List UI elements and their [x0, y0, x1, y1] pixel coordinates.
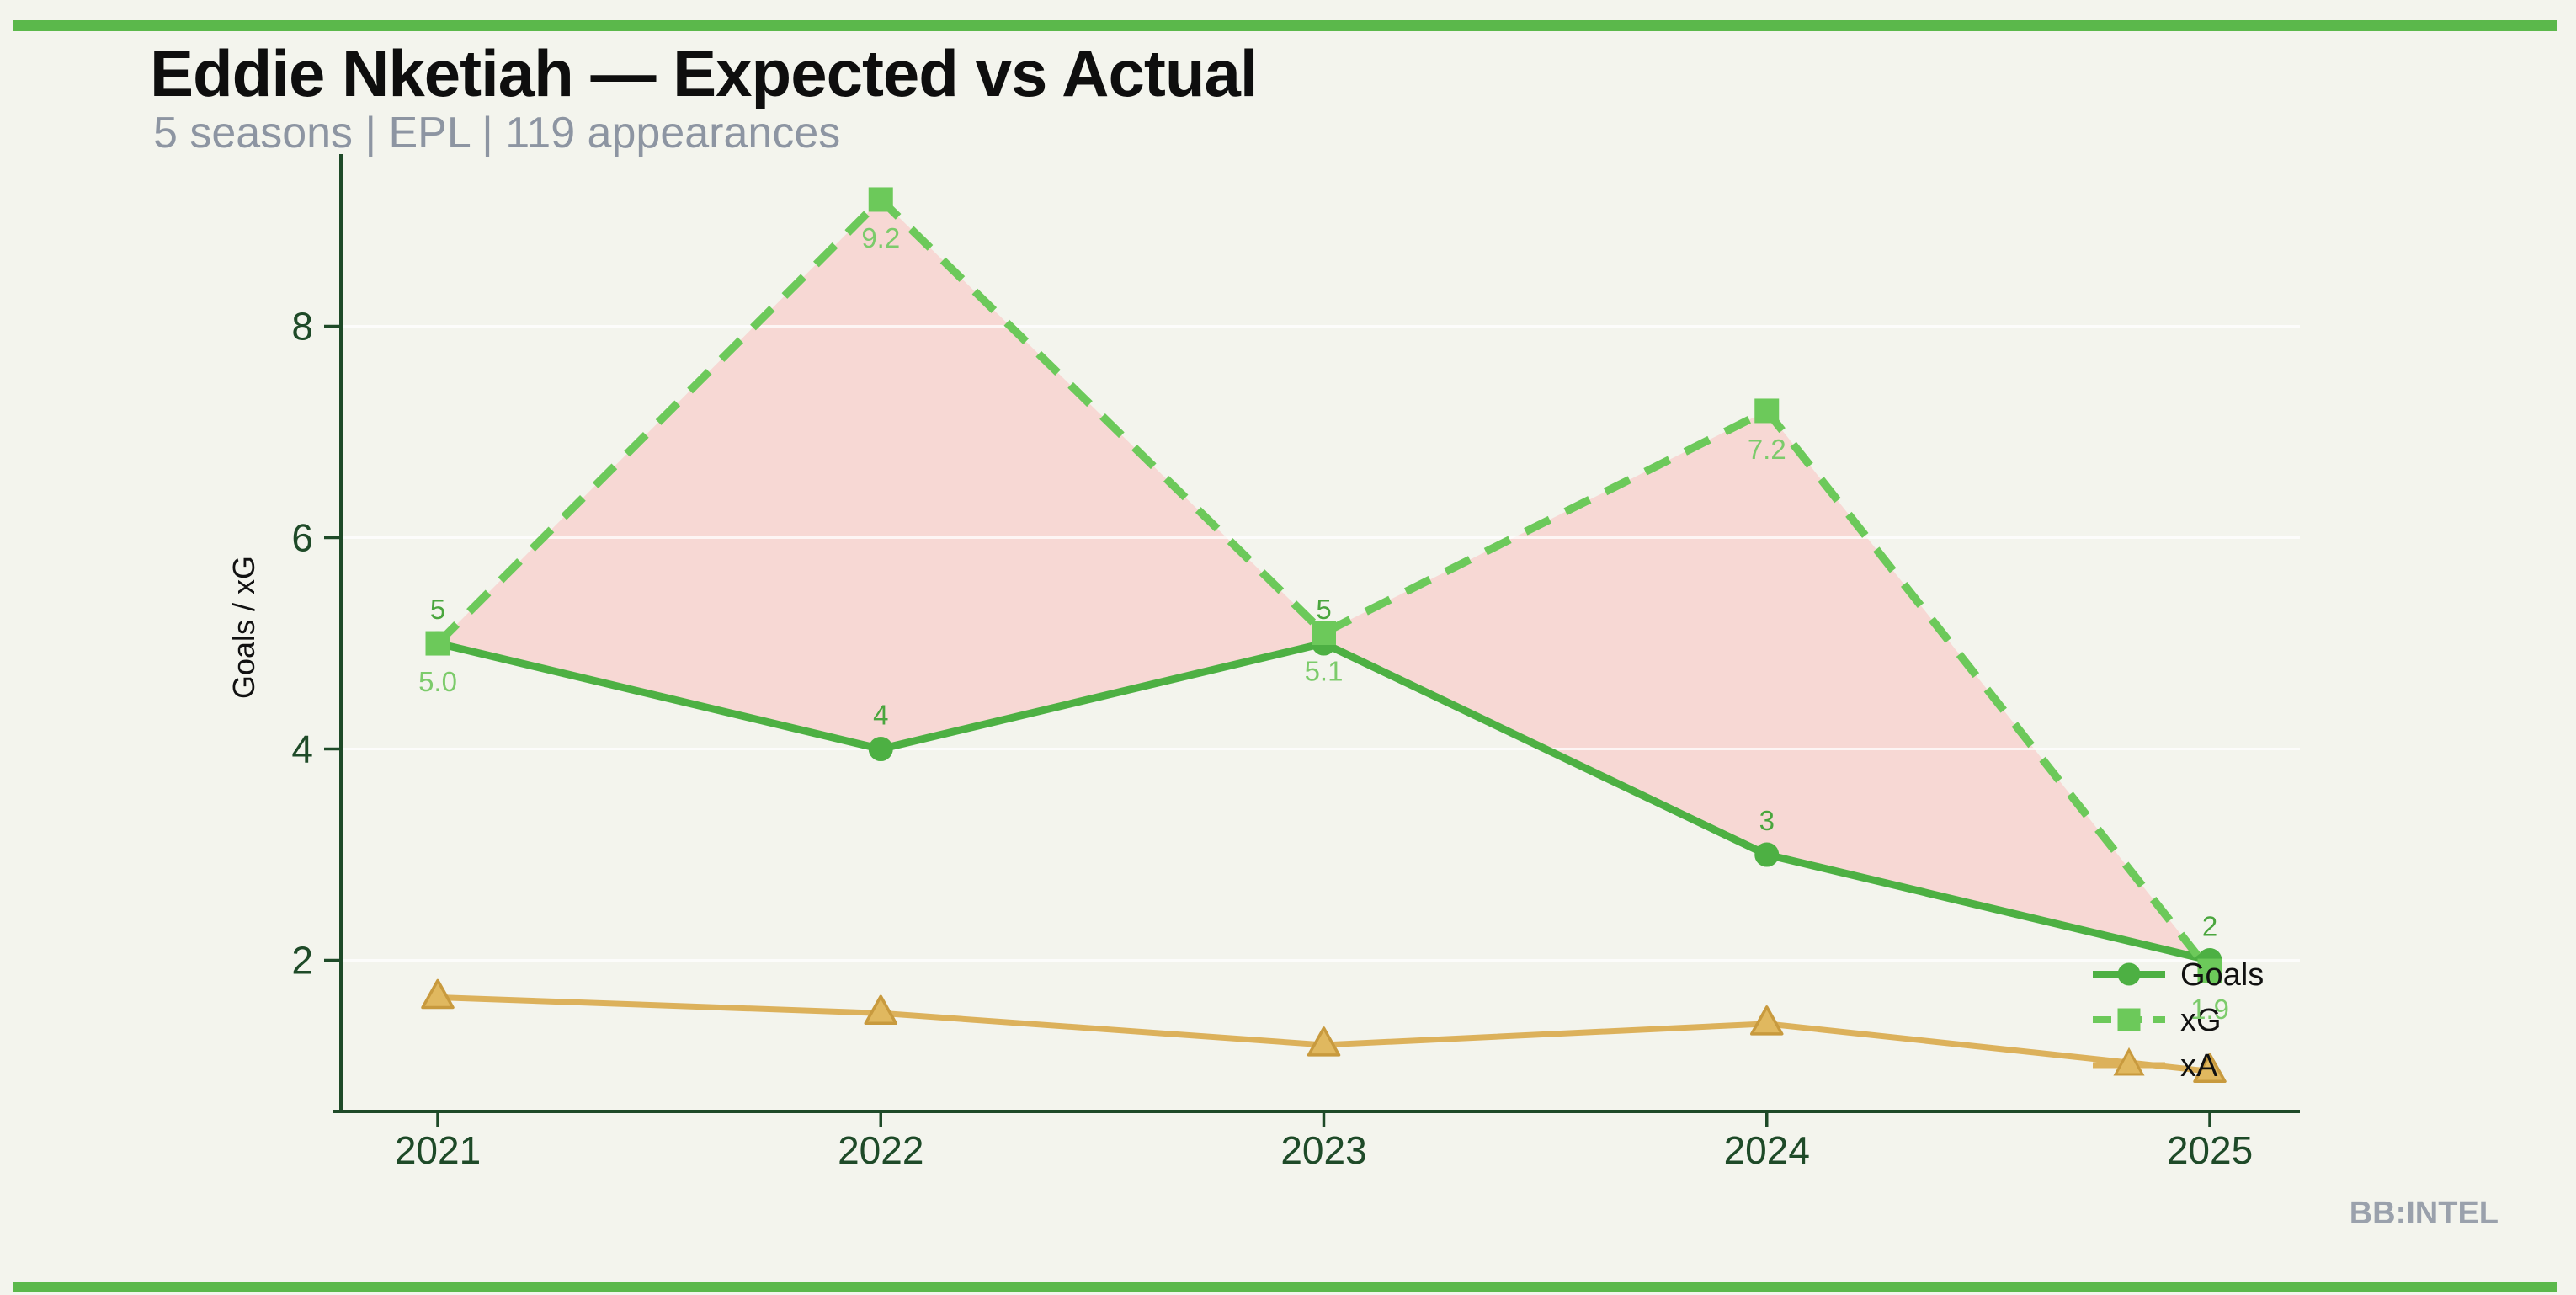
xg-marker [1312, 621, 1336, 645]
xg-point-label: 1.9 [2190, 994, 2229, 1025]
goals-marker [1754, 842, 1780, 867]
legend-label: Goals [2180, 957, 2264, 993]
fill-between-area [438, 199, 2210, 972]
y-tick-label: 2 [291, 939, 313, 983]
legend-label: xG [2180, 1003, 2222, 1038]
x-tick-label: 2023 [1280, 1128, 1366, 1172]
xg-point-label: 5.1 [1305, 656, 1344, 687]
y-tick-label: 8 [291, 305, 313, 349]
legend-xa-marker [2113, 1047, 2145, 1076]
legend: Goals xG xA [2093, 957, 2264, 1084]
goals-point-label: 5 [430, 594, 445, 625]
goals-marker [868, 737, 893, 762]
xa-marker [421, 978, 455, 1010]
goals-point-label: 2 [2202, 911, 2217, 942]
goals-point-label: 3 [1759, 805, 1775, 836]
xg-point-label: 9.2 [861, 222, 900, 253]
page-subtitle: 5 seasons | EPL | 119 appearances [153, 109, 841, 157]
x-tick-label: 2022 [838, 1128, 923, 1172]
legend-goals-marker [2117, 962, 2141, 986]
xg-marker [425, 631, 450, 656]
legend-xg-marker [2117, 1008, 2141, 1031]
xg-marker [868, 187, 893, 212]
y-tick-label: 4 [291, 727, 313, 771]
y-axis-label: Goals / xG [226, 556, 261, 699]
xa-marker [2193, 1053, 2227, 1084]
xg-line [434, 195, 2213, 974]
xa-marker [1750, 1005, 1784, 1036]
xa-marker [1307, 1026, 1341, 1057]
x-tick-label: 2024 [1724, 1128, 1810, 1172]
xa-marker [864, 994, 897, 1026]
watermark-logo: BB:INTEL [2349, 1196, 2499, 1231]
xg-marker [1754, 398, 1780, 424]
goals-point-label: 5 [1316, 594, 1331, 625]
y-tick-label: 6 [291, 516, 313, 560]
goals-point-label: 4 [873, 700, 888, 731]
x-tick-label: 2021 [395, 1128, 481, 1172]
xg-point-label: 7.2 [1748, 434, 1786, 465]
xg-point-label: 5.0 [418, 666, 457, 697]
xg-marker [2197, 958, 2222, 983]
legend-label: xA [2180, 1048, 2218, 1084]
page-title: Eddie Nketiah — Expected vs Actual [150, 36, 1259, 110]
top-accent-bar [13, 20, 2557, 31]
x-tick-label: 2025 [2167, 1128, 2253, 1172]
